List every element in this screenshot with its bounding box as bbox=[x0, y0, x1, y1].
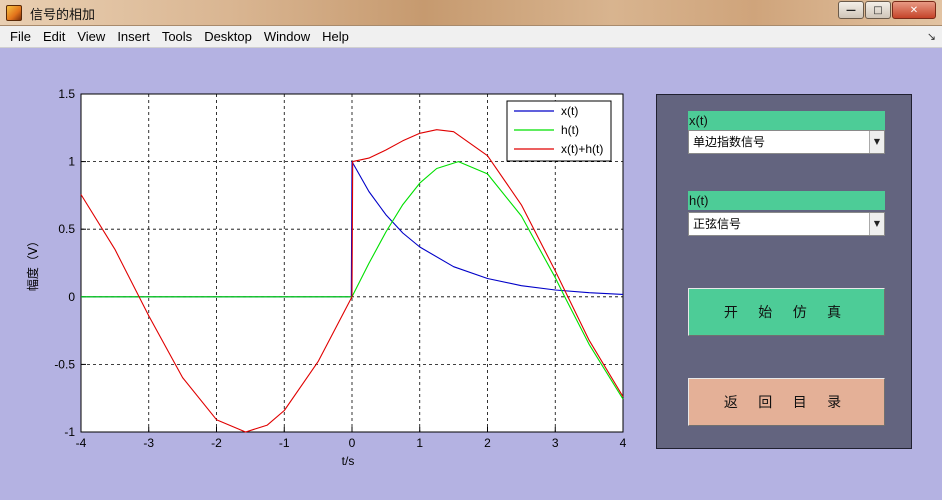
x-signal-value: 单边指数信号 bbox=[693, 135, 766, 149]
h-signal-value: 正弦信号 bbox=[693, 217, 742, 231]
menu-desktop[interactable]: Desktop bbox=[204, 29, 252, 44]
control-panel: x(t) 单边指数信号 ▼ h(t) 正弦信号 ▼ 开 始 仿 真 返 回 目 … bbox=[656, 94, 912, 449]
close-button[interactable]: ✕ bbox=[892, 1, 936, 19]
x-tick-label: 3 bbox=[552, 436, 559, 450]
x-tick-label: -3 bbox=[143, 436, 154, 450]
maximize-button[interactable]: □ bbox=[865, 1, 891, 19]
menu-file[interactable]: File bbox=[10, 29, 31, 44]
x-tick-label: 1 bbox=[416, 436, 423, 450]
plot-axes[interactable]: -4 -3 -2 -1 0 1 2 3 4 -1 -0.5 0 0.5 1 1.5 t/s 幅度（V） x(… bbox=[6, 49, 646, 500]
return-menu-button[interactable]: 返 回 目 录 bbox=[688, 378, 885, 426]
menu-view[interactable]: View bbox=[77, 29, 106, 44]
menu-help[interactable]: Help bbox=[322, 29, 349, 44]
x-tick-label: -1 bbox=[279, 436, 290, 450]
x-tick-label: -2 bbox=[211, 436, 222, 450]
x-tick-label: 2 bbox=[484, 436, 491, 450]
y-tick-label: -1 bbox=[64, 425, 75, 439]
chevron-down-icon[interactable]: ▼ bbox=[869, 213, 884, 235]
window-title: 信号的相加 bbox=[30, 8, 96, 23]
menu-bar: File Edit View Insert Tools Desktop Wind… bbox=[0, 26, 942, 48]
axis-ticks: -4 -3 -2 -1 0 1 2 3 4 -1 -0.5 0 0.5 1 1.5 bbox=[54, 87, 626, 450]
x-signal-label: x(t) bbox=[688, 111, 885, 130]
figure-area: -4 -3 -2 -1 0 1 2 3 4 -1 -0.5 0 0.5 1 1.5 t/s 幅度（V） x(… bbox=[6, 49, 938, 499]
series-line-0 bbox=[81, 161, 624, 298]
x-tick-label: 0 bbox=[349, 436, 356, 450]
x-axis-label: t/s bbox=[342, 454, 355, 468]
legend-label: x(t)+h(t) bbox=[561, 142, 603, 156]
series-line-2 bbox=[80, 129, 624, 433]
title-bar: 信号的相加 — □ ✕ bbox=[0, 0, 942, 26]
series-line-1 bbox=[81, 161, 624, 400]
y-tick-label: 1 bbox=[68, 155, 75, 169]
legend-label: x(t) bbox=[561, 104, 578, 118]
y-axis-label: 幅度（V） bbox=[25, 235, 40, 291]
matlab-icon bbox=[6, 5, 22, 21]
dock-arrow-icon[interactable]: ↘ bbox=[926, 30, 936, 43]
start-simulation-button[interactable]: 开 始 仿 真 bbox=[688, 288, 885, 336]
menu-window[interactable]: Window bbox=[263, 29, 311, 44]
menu-tools[interactable]: Tools bbox=[161, 29, 193, 44]
series-lines bbox=[80, 129, 624, 433]
x-tick-label: 4 bbox=[620, 436, 627, 450]
y-tick-label: 0 bbox=[68, 290, 75, 304]
minimize-button[interactable]: — bbox=[838, 1, 864, 19]
menu-edit[interactable]: Edit bbox=[42, 29, 66, 44]
y-tick-label: 1.5 bbox=[58, 87, 75, 101]
legend: x(t) h(t) x(t)+h(t) bbox=[506, 100, 612, 162]
x-signal-select[interactable]: 单边指数信号 ▼ bbox=[688, 130, 885, 154]
y-tick-label: 0.5 bbox=[58, 222, 75, 236]
h-signal-label: h(t) bbox=[688, 191, 885, 210]
x-tick-label: -4 bbox=[76, 436, 87, 450]
y-tick-label: -0.5 bbox=[54, 357, 75, 371]
h-signal-select[interactable]: 正弦信号 ▼ bbox=[688, 212, 885, 236]
menu-insert[interactable]: Insert bbox=[117, 29, 150, 44]
window-controls: — □ ✕ bbox=[837, 1, 936, 19]
legend-label: h(t) bbox=[561, 123, 579, 137]
chevron-down-icon[interactable]: ▼ bbox=[869, 131, 884, 153]
